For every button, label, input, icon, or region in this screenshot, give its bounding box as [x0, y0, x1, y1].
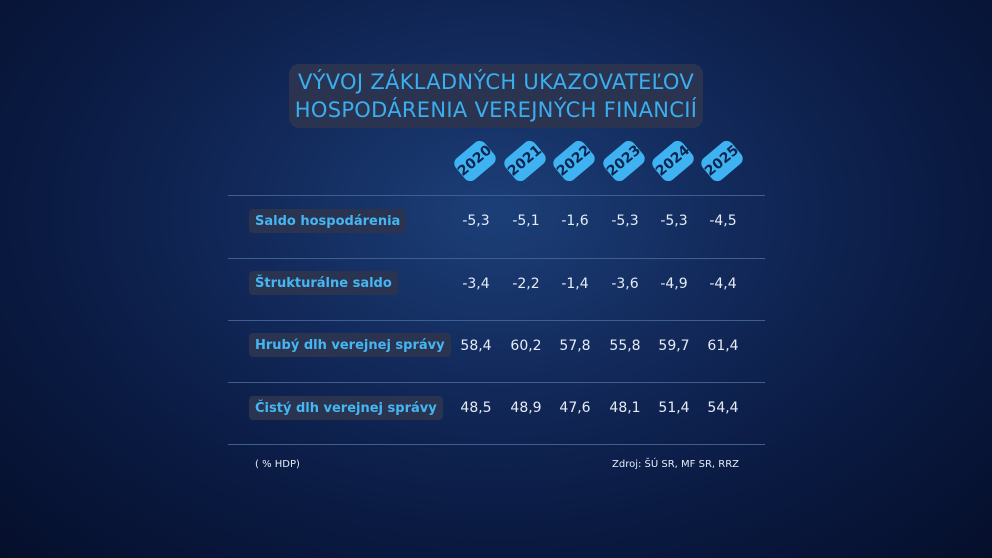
table-cell: -1,6 [561, 213, 589, 229]
table-cell: 54,4 [707, 400, 739, 416]
chart-title: VÝVOJ ZÁKLADNÝCH UKAZOVATEĽOV HOSPODÁREN… [289, 64, 703, 128]
row-divider [228, 195, 765, 196]
table-cell: 51,4 [658, 400, 690, 416]
table-cell: 57,8 [559, 338, 591, 354]
table-cell: -4,5 [709, 213, 737, 229]
table-cell: -4,9 [660, 276, 688, 292]
row-divider [228, 444, 765, 445]
table-cell: -5,3 [462, 213, 490, 229]
table-cell: 55,8 [609, 338, 641, 354]
year-badge-2020: 2020 [451, 138, 499, 184]
table-cell: 48,5 [460, 400, 492, 416]
source-note: Zdroj: ŠÚ SR, MF SR, RRZ [612, 459, 739, 470]
table-cell: -5,3 [660, 213, 688, 229]
table-cell: 47,6 [559, 400, 591, 416]
row-label-hruby-dlh: Hrubý dlh verejnej správy [249, 333, 451, 357]
table-cell: 48,1 [609, 400, 641, 416]
table-cell: 58,4 [460, 338, 492, 354]
year-badge-2024: 2024 [649, 138, 697, 184]
table-cell: -2,2 [512, 276, 540, 292]
table-cell: 48,9 [510, 400, 542, 416]
row-divider [228, 258, 765, 259]
row-divider [228, 320, 765, 321]
row-divider [228, 382, 765, 383]
table-cell: 59,7 [658, 338, 690, 354]
year-badge-2022: 2022 [550, 138, 598, 184]
row-label-cisty-dlh: Čistý dlh verejnej správy [249, 396, 443, 420]
year-badge-2023: 2023 [600, 138, 648, 184]
row-label-strukturalne-saldo: Štrukturálne saldo [249, 271, 398, 295]
table-cell: -3,4 [462, 276, 490, 292]
table-cell: -5,1 [512, 213, 540, 229]
year-badge-2025: 2025 [698, 138, 746, 184]
table-cell: -3,6 [611, 276, 639, 292]
table-cell: 60,2 [510, 338, 542, 354]
table-cell: -1,4 [561, 276, 589, 292]
row-label-saldo-hospodarenia: Saldo hospodárenia [249, 209, 407, 233]
title-line-2: HOSPODÁRENIA VEREJNÝCH FINANCIÍ [294, 98, 698, 122]
unit-note: ( % HDP) [255, 459, 300, 470]
table-cell: 61,4 [707, 338, 739, 354]
table-cell: -4,4 [709, 276, 737, 292]
year-badge-2021: 2021 [501, 138, 549, 184]
table-cell: -5,3 [611, 213, 639, 229]
title-line-1: VÝVOJ ZÁKLADNÝCH UKAZOVATEĽOV [297, 70, 695, 94]
